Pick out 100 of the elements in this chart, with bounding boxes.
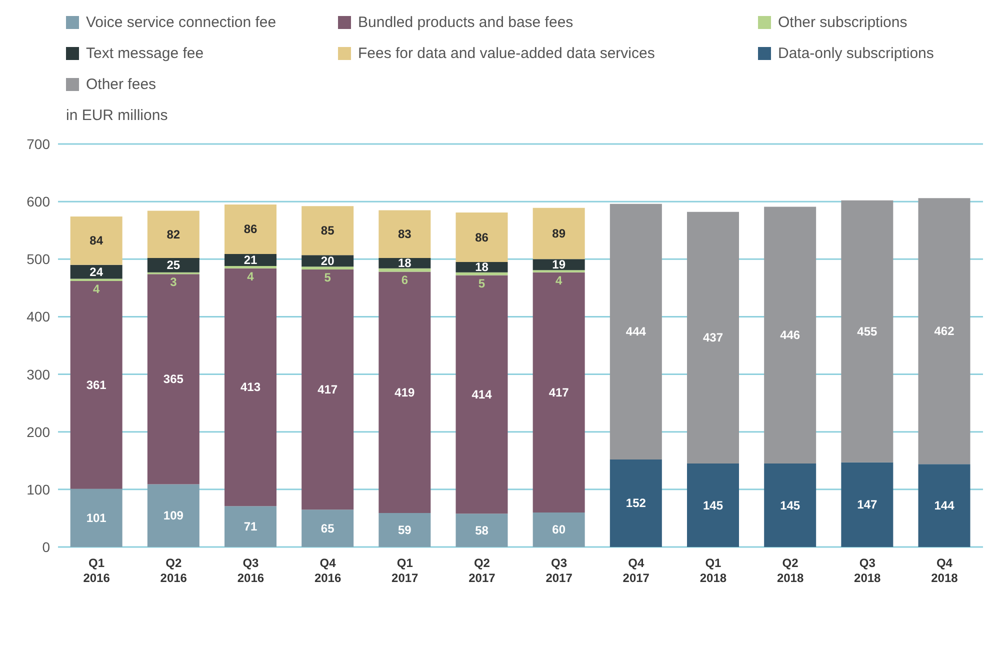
bar xyxy=(456,514,508,547)
data-label: 82 xyxy=(166,227,180,242)
data-label: 145 xyxy=(702,498,724,512)
legend-label: Bundled products and base fees xyxy=(358,14,574,31)
legend-label: Other subscriptions xyxy=(778,14,908,31)
y-tick-label: 100 xyxy=(26,481,50,498)
legend-label: Data-only subscriptions xyxy=(778,45,934,62)
data-label: 59 xyxy=(398,523,412,538)
data-label: 25 xyxy=(166,258,180,272)
data-label: 361 xyxy=(86,378,107,392)
y-axis-title: in EUR millions xyxy=(65,107,169,124)
x-tick-label: Q4 2016 xyxy=(314,556,342,585)
bar xyxy=(610,459,662,547)
data-label: 462 xyxy=(934,324,955,338)
bar xyxy=(302,270,354,510)
data-label: 58 xyxy=(475,523,489,538)
data-label: 84 xyxy=(90,234,104,248)
data-label: 89 xyxy=(552,226,566,241)
data-label: 71 xyxy=(244,520,258,534)
bar xyxy=(70,488,122,547)
data-label: 455 xyxy=(857,324,878,338)
x-tick-label: Q3 2016 xyxy=(237,556,264,585)
y-tick-label: 200 xyxy=(26,424,50,440)
bar xyxy=(764,206,816,464)
data-label: 18 xyxy=(398,256,412,270)
bar xyxy=(456,272,508,276)
bar xyxy=(918,198,970,464)
y-tick-label: 700 xyxy=(26,136,50,152)
data-label: 18 xyxy=(475,260,489,274)
data-label: 417 xyxy=(548,385,570,400)
data-label: 109 xyxy=(163,508,184,523)
bar xyxy=(224,268,276,506)
bar xyxy=(532,512,585,547)
data-label: 5 xyxy=(324,270,332,285)
x-tick-label: Q4 2017 xyxy=(622,556,650,585)
bar xyxy=(456,212,508,262)
data-label: 86 xyxy=(244,222,258,236)
x-tick-label: Q3 2018 xyxy=(854,556,882,585)
x-tick-label: Q1 2018 xyxy=(700,556,727,585)
data-label: 60 xyxy=(552,522,566,537)
data-label: 152 xyxy=(626,496,646,510)
data-label: 24 xyxy=(90,264,104,279)
bar xyxy=(532,272,585,512)
data-label: 5 xyxy=(478,276,486,290)
x-tick-label: Q3 2017 xyxy=(546,556,573,585)
data-label: 19 xyxy=(552,258,566,272)
bar xyxy=(687,464,739,547)
y-tick-label: 600 xyxy=(26,194,50,210)
x-tick-label: Q2 2018 xyxy=(776,556,804,585)
y-tick-label: 300 xyxy=(26,366,50,382)
bar xyxy=(610,204,662,460)
bar xyxy=(302,266,354,270)
bar xyxy=(302,206,354,256)
x-tick-label: Q4 2018 xyxy=(931,556,958,585)
bar xyxy=(918,464,970,547)
bar xyxy=(224,506,276,547)
x-tick-label: Q1 2017 xyxy=(392,556,419,585)
data-label: 419 xyxy=(394,385,415,400)
bar xyxy=(70,278,122,282)
bar xyxy=(532,208,585,260)
bar xyxy=(764,464,816,547)
bar xyxy=(147,210,200,258)
data-label: 147 xyxy=(857,498,878,512)
data-label: 83 xyxy=(398,227,412,242)
bar xyxy=(378,513,431,547)
data-label: 444 xyxy=(626,324,646,339)
y-tick-label: 500 xyxy=(26,251,50,268)
data-label: 417 xyxy=(318,382,338,397)
data-label: 365 xyxy=(163,372,184,386)
x-tick-label: Q2 2017 xyxy=(468,556,496,585)
data-label: 4 xyxy=(247,269,254,284)
y-tick-label: 400 xyxy=(26,308,50,325)
bar xyxy=(456,275,508,514)
legend-label: Other fees xyxy=(86,76,156,93)
data-label: 65 xyxy=(320,521,335,536)
data-label: 446 xyxy=(780,328,800,342)
bar xyxy=(147,274,200,484)
bar xyxy=(841,462,894,547)
data-label: 85 xyxy=(320,224,335,238)
data-label: 145 xyxy=(780,498,800,512)
data-label: 6 xyxy=(401,272,408,287)
bar xyxy=(70,281,122,489)
bar xyxy=(687,212,739,464)
legend-label: Fees for data and value-added data services xyxy=(358,45,655,62)
legend-label: Text message fee xyxy=(86,45,204,62)
data-label: 101 xyxy=(86,510,107,525)
data-label: 86 xyxy=(475,230,489,244)
data-label: 414 xyxy=(472,387,492,402)
bar xyxy=(841,200,894,462)
data-label: 3 xyxy=(170,275,178,290)
bar xyxy=(378,272,431,514)
x-tick-label: Q1 2016 xyxy=(83,556,110,585)
bar xyxy=(147,258,200,272)
data-label: 20 xyxy=(320,254,335,268)
bar xyxy=(147,484,200,547)
data-label: 4 xyxy=(92,282,100,296)
legend-label: Voice service connection fee xyxy=(86,14,276,31)
y-tick-label: 0 xyxy=(42,538,50,555)
x-tick-label: Q2 2016 xyxy=(160,556,188,585)
data-label: 413 xyxy=(240,380,261,394)
